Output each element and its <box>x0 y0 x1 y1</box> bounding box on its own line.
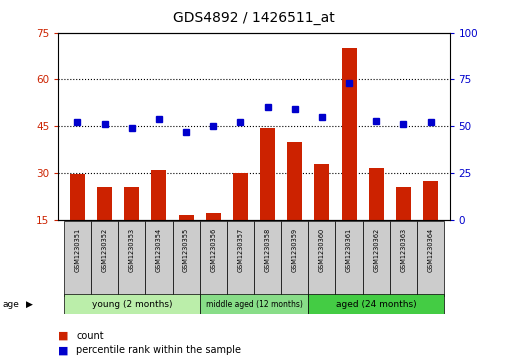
Bar <box>335 221 363 296</box>
Bar <box>363 221 390 296</box>
Text: GSM1230362: GSM1230362 <box>373 227 379 272</box>
Bar <box>417 221 444 296</box>
Bar <box>145 221 173 296</box>
Text: GSM1230352: GSM1230352 <box>102 227 108 272</box>
Bar <box>118 221 145 296</box>
Bar <box>233 173 248 266</box>
Bar <box>254 221 281 296</box>
Bar <box>281 221 308 296</box>
Text: GSM1230354: GSM1230354 <box>156 227 162 272</box>
Bar <box>64 294 200 314</box>
Text: GSM1230363: GSM1230363 <box>400 227 406 272</box>
Bar <box>423 181 438 266</box>
Text: GSM1230359: GSM1230359 <box>292 227 298 272</box>
Bar <box>341 48 357 266</box>
Bar <box>200 294 308 314</box>
Bar <box>200 221 227 296</box>
Text: age: age <box>3 299 19 309</box>
Text: GSM1230360: GSM1230360 <box>319 227 325 272</box>
Bar <box>390 221 417 296</box>
Bar <box>173 221 200 296</box>
Text: ■: ■ <box>58 345 69 355</box>
Text: ■: ■ <box>58 331 69 341</box>
Bar <box>179 215 194 266</box>
Text: young (2 months): young (2 months) <box>91 299 172 309</box>
Text: GSM1230356: GSM1230356 <box>210 227 216 272</box>
Bar <box>70 175 85 266</box>
Bar <box>308 221 335 296</box>
Bar <box>64 221 91 296</box>
Bar <box>151 170 167 266</box>
Text: GSM1230353: GSM1230353 <box>129 227 135 272</box>
Text: count: count <box>76 331 104 341</box>
Text: GSM1230357: GSM1230357 <box>237 227 243 272</box>
Text: aged (24 months): aged (24 months) <box>336 299 417 309</box>
Bar <box>314 163 329 266</box>
Bar <box>396 187 411 266</box>
Text: GDS4892 / 1426511_at: GDS4892 / 1426511_at <box>173 11 335 25</box>
Bar <box>91 221 118 296</box>
Bar <box>308 294 444 314</box>
Text: ▶: ▶ <box>26 299 34 309</box>
Bar <box>124 187 139 266</box>
Text: GSM1230351: GSM1230351 <box>75 227 80 272</box>
Bar <box>206 213 220 266</box>
Bar <box>260 128 275 266</box>
Text: GSM1230355: GSM1230355 <box>183 227 189 272</box>
Bar <box>288 142 302 266</box>
Text: GSM1230364: GSM1230364 <box>428 227 433 272</box>
Text: percentile rank within the sample: percentile rank within the sample <box>76 345 241 355</box>
Bar <box>369 168 384 266</box>
Bar <box>227 221 254 296</box>
Text: GSM1230358: GSM1230358 <box>265 227 271 272</box>
Text: GSM1230361: GSM1230361 <box>346 227 352 272</box>
Text: middle aged (12 months): middle aged (12 months) <box>206 299 302 309</box>
Bar <box>97 187 112 266</box>
